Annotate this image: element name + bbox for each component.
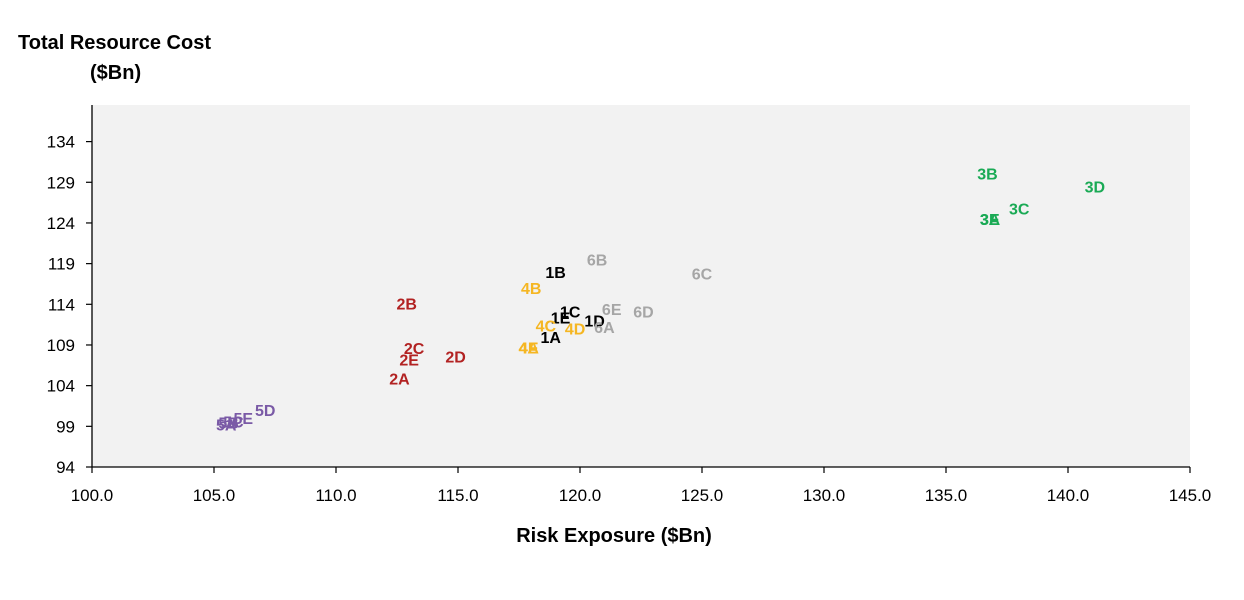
- data-point-3c: 3C: [1009, 201, 1030, 218]
- data-point-6d: 6D: [633, 305, 653, 322]
- x-tick-label: 100.0: [71, 486, 114, 505]
- x-tick-label: 140.0: [1047, 486, 1090, 505]
- plot-background: [92, 105, 1190, 467]
- data-point-5a: 5A: [216, 418, 237, 435]
- data-point-1b: 1B: [545, 265, 565, 282]
- x-tick-label: 125.0: [681, 486, 724, 505]
- data-point-3d: 3D: [1085, 179, 1105, 196]
- data-point-2d: 2D: [445, 349, 465, 366]
- data-point-2e: 2E: [399, 353, 419, 370]
- data-point-4c: 4C: [536, 318, 557, 335]
- data-point-5b: 5B: [218, 415, 238, 432]
- data-point-1a: 1A: [540, 330, 561, 347]
- data-point-4a: 4A: [519, 340, 540, 357]
- x-tick-label: 115.0: [437, 486, 478, 505]
- data-point-2a: 2A: [389, 371, 410, 388]
- x-tick-label: 120.0: [559, 486, 602, 505]
- y-tick-label: 134: [47, 133, 75, 152]
- data-point-6e: 6E: [602, 302, 622, 319]
- x-tick-label: 110.0: [315, 486, 356, 505]
- data-point-2c: 2C: [404, 341, 425, 358]
- data-point-3a: 3A: [980, 212, 1001, 229]
- data-point-6b: 6B: [587, 253, 607, 270]
- data-point-5e: 5E: [233, 411, 253, 428]
- y-tick-label: 109: [47, 336, 75, 355]
- y-tick-label: 114: [48, 295, 75, 314]
- data-point-6c: 6C: [692, 266, 713, 283]
- x-tick-label: 130.0: [803, 486, 846, 505]
- y-tick-label: 104: [47, 377, 75, 396]
- data-point-5c: 5C: [223, 414, 244, 431]
- data-point-3e: 3E: [980, 212, 1000, 229]
- x-tick-label: 135.0: [925, 486, 968, 505]
- y-axis-title: Total Resource Cost ($Bn): [18, 28, 258, 88]
- y-axis-title-line1: Total Resource Cost: [18, 32, 211, 54]
- y-tick-label: 119: [48, 255, 75, 274]
- data-point-1d: 1D: [584, 314, 604, 331]
- x-tick-label: 145.0: [1169, 486, 1212, 505]
- data-point-4e: 4E: [519, 340, 539, 357]
- data-point-4d: 4D: [565, 322, 585, 339]
- data-point-2b: 2B: [397, 296, 417, 313]
- data-point-5d: 5D: [255, 403, 275, 420]
- y-tick-label: 94: [56, 458, 75, 477]
- y-tick-label: 129: [47, 173, 75, 192]
- y-tick-label: 99: [56, 417, 75, 436]
- data-point-4b: 4B: [521, 281, 541, 298]
- x-axis-title: Risk Exposure ($Bn): [516, 525, 712, 547]
- data-point-1c: 1C: [560, 305, 581, 322]
- x-tick-label: 105.0: [193, 486, 236, 505]
- data-point-6a: 6A: [594, 320, 615, 337]
- data-point-1e: 1E: [551, 310, 571, 327]
- y-tick-label: 124: [47, 214, 75, 233]
- data-point-3b: 3B: [977, 166, 997, 183]
- y-axis-title-line2: ($Bn): [90, 62, 142, 84]
